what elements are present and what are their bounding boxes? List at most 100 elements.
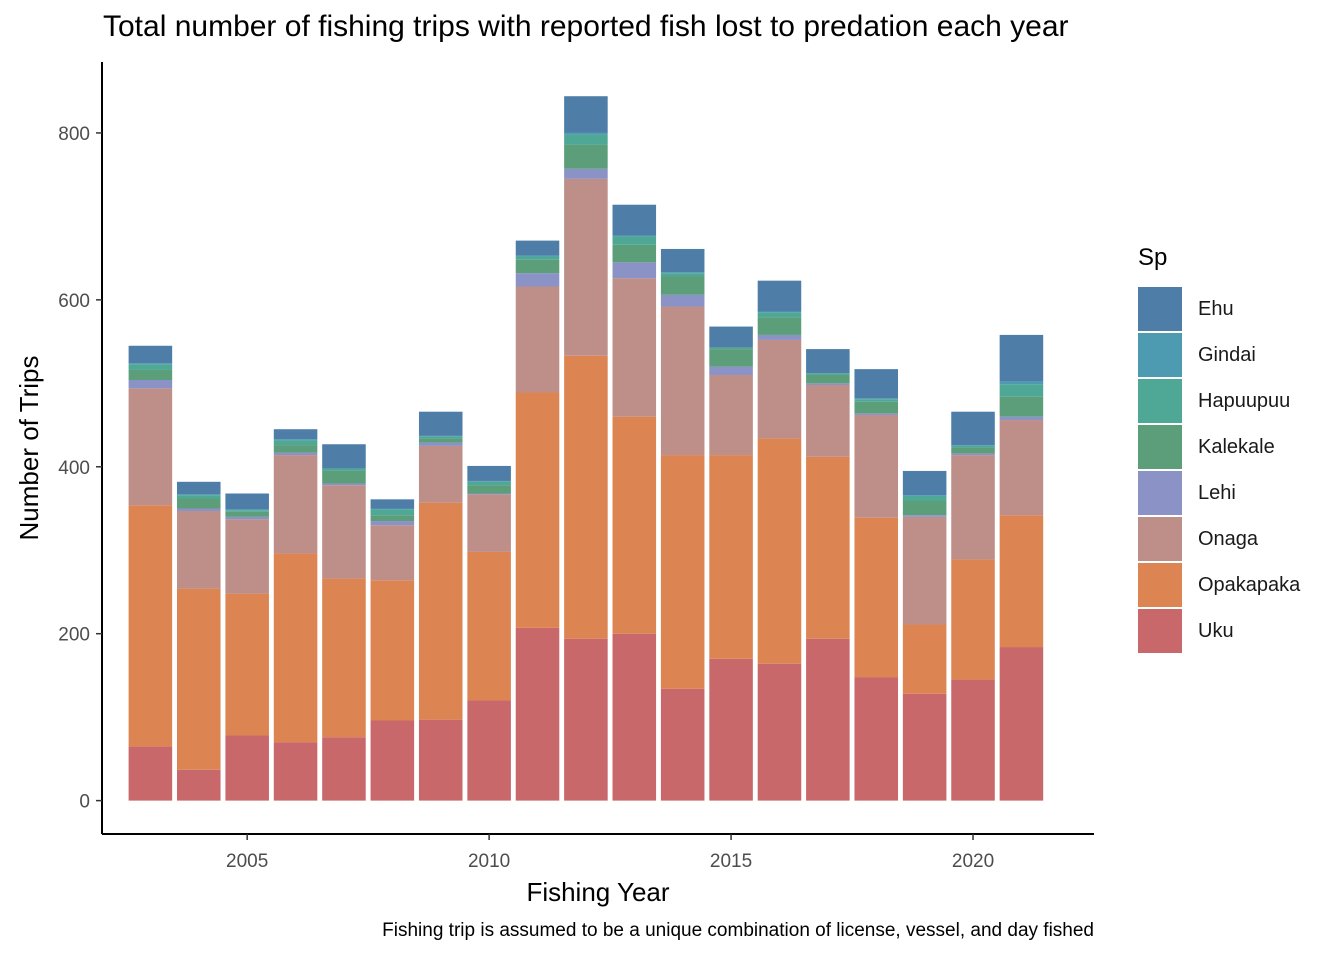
legend-item-kalekale: Kalekale [1138,424,1300,470]
legend-item-opakapaka: Opakapaka [1138,562,1300,608]
legend-swatch [1138,287,1182,331]
bar-segment-lehi-2017 [806,383,850,385]
bar-segment-lehi-2003 [128,379,173,389]
bar-segment-ehu-2012 [564,96,608,133]
bar-segment-uku-2013 [612,633,657,801]
bar-segment-hapuupuu-2021 [999,384,1044,397]
bar-segment-kalekale-2003 [128,369,173,380]
bar-segment-kalekale-2004 [177,498,221,509]
legend-item-gindai: Gindai [1138,332,1300,378]
y-tick-label: 600 [58,291,90,312]
bar-segment-opakapaka-2019 [902,624,947,694]
legend-label: Opakapaka [1198,573,1301,596]
bar-segment-opakapaka-2020 [951,559,995,680]
bar-segment-gindai-2011 [515,255,560,257]
bar-segment-opakapaka-2003 [128,505,173,747]
bar-segment-onaga-2014 [660,306,705,456]
bar-segment-onaga-2021 [999,420,1044,516]
bar-segment-uku-2003 [128,746,173,801]
bar-segment-opakapaka-2004 [177,588,221,770]
x-tick-label: 2005 [226,851,268,872]
bar-segment-onaga-2006 [273,455,318,554]
bar-segment-ehu-2020 [951,411,995,446]
bar-segment-uku-2012 [564,638,608,801]
bar-segment-ehu-2016 [757,280,802,312]
bar-segment-hapuupuu-2003 [128,364,173,370]
bar-segment-onaga-2015 [709,374,753,456]
bar-segment-uku-2009 [418,719,463,801]
legend-swatch [1138,333,1182,377]
legend-item-ehu: Ehu [1138,286,1300,332]
legend-swatch [1138,609,1182,653]
x-tick-label: 2015 [710,851,752,872]
bar-segment-hapuupuu-2006 [273,440,318,446]
bar-segment-ehu-2017 [806,349,850,374]
bar-segment-onaga-2019 [902,516,947,625]
bar-segment-onaga-2009 [418,445,463,503]
bar-segment-ehu-2010 [467,465,511,481]
bar-segment-lehi-2018 [854,413,899,416]
legend-swatch [1138,563,1182,607]
bar-segment-opakapaka-2005 [225,593,269,736]
bar-segment-gindai-2004 [177,494,221,496]
bar-segment-hapuupuu-2004 [177,495,221,499]
bar-segment-gindai-2012 [564,132,608,135]
bar-segment-opakapaka-2018 [854,517,899,678]
bar-segment-kalekale-2013 [612,244,657,263]
bar-segment-uku-2014 [660,688,705,801]
bar-segment-onaga-2011 [515,286,560,393]
bar-segment-hapuupuu-2014 [660,273,705,277]
bar-segment-kalekale-2006 [273,445,318,453]
bar-segment-gindai-2003 [128,363,173,365]
chart-caption: Fishing trip is assumed to be a unique c… [382,920,1094,941]
legend-label: Onaga [1198,527,1259,550]
x-axis-label: Fishing Year [526,877,669,907]
bar-segment-opakapaka-2011 [515,392,560,628]
bar-segment-kalekale-2012 [564,144,608,169]
bar-segment-onaga-2008 [370,525,415,581]
bar-segment-hapuupuu-2008 [370,509,415,516]
bar-segment-opakapaka-2017 [806,456,850,639]
bar-segment-gindai-2010 [467,480,511,482]
bar-segment-lehi-2014 [660,294,705,307]
bar-segment-gindai-2013 [612,235,657,237]
bar-segment-opakapaka-2013 [612,416,657,634]
bar-segment-opakapaka-2014 [660,455,705,689]
bar-segment-hapuupuu-2020 [951,445,995,448]
bar-segment-opakapaka-2008 [370,580,415,721]
bar-segment-uku-2010 [467,700,511,801]
bar-segment-onaga-2020 [951,455,995,560]
bar-segment-lehi-2006 [273,452,318,456]
bar-segment-kalekale-2009 [418,438,463,443]
bar-segment-lehi-2007 [322,483,366,486]
bar-segment-ehu-2004 [177,481,221,495]
bar-segment-kalekale-2015 [709,349,753,367]
bar-segment-uku-2006 [273,742,318,801]
bar-segment-onaga-2010 [467,494,511,552]
bar-segment-hapuupuu-2019 [902,495,947,501]
bar-segment-hapuupuu-2012 [564,134,608,145]
bar-segment-gindai-2005 [225,509,269,511]
bar-segment-gindai-2014 [660,272,705,274]
bar-segment-lehi-2016 [757,334,802,340]
legend-label: Lehi [1198,481,1236,504]
bar-segment-lehi-2015 [709,366,753,375]
bar-segment-hapuupuu-2009 [418,436,463,439]
x-tick-label: 2020 [952,851,994,872]
bar-segment-uku-2004 [177,769,221,801]
bar-segment-gindai-2018 [854,398,899,400]
legend-label: Hapuupuu [1198,389,1291,412]
bar-segment-gindai-2021 [999,381,1044,385]
bar-segment-opakapaka-2007 [322,578,366,738]
bar-segment-kalekale-2008 [370,515,415,522]
bar-segment-lehi-2009 [418,442,463,446]
legend-item-hapuupuu: Hapuupuu [1138,378,1300,424]
legend-title: Sp [1138,244,1168,271]
bar-segment-kalekale-2007 [322,470,366,484]
bar-segment-uku-2015 [709,658,753,801]
bar-segment-hapuupuu-2011 [515,256,560,260]
bar-segment-ehu-2015 [709,326,753,348]
bar-segment-uku-2018 [854,677,899,801]
legend-item-onaga: Onaga [1138,516,1300,562]
